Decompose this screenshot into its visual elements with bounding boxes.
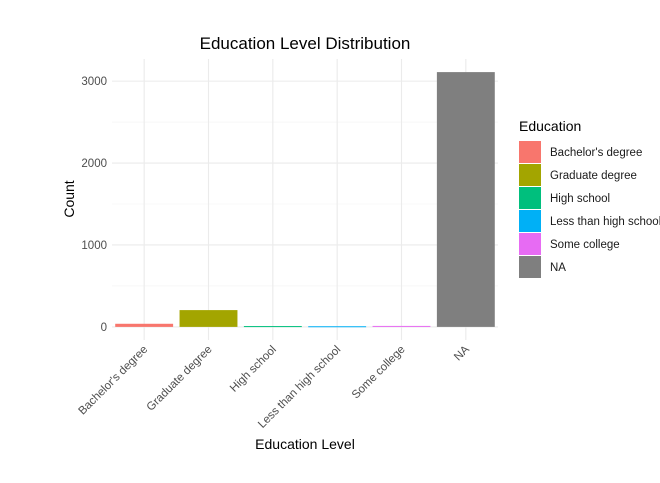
legend: Education Bachelor's degree Graduate degr… xyxy=(519,118,660,278)
legend-label: Some college xyxy=(550,239,620,251)
bar-bachelor-s-degree xyxy=(115,323,174,327)
legend-key xyxy=(519,141,541,163)
legend-key xyxy=(519,256,541,278)
y-tick-label: 1000 xyxy=(81,240,107,252)
bar-high-school xyxy=(243,326,302,328)
x-tick-label: Graduate degree xyxy=(145,344,215,414)
legend-label: Graduate degree xyxy=(550,170,637,182)
x-tick-label: NA xyxy=(452,343,472,363)
legend-key xyxy=(519,210,541,232)
legend-key xyxy=(519,164,541,186)
legend-label: High school xyxy=(550,193,610,205)
legend-label: Bachelor's degree xyxy=(550,147,642,159)
y-axis-title: Count xyxy=(61,180,77,217)
bars xyxy=(115,72,495,328)
x-tick-label: High school xyxy=(228,344,279,395)
chart-title: Education Level Distribution xyxy=(200,34,411,53)
x-tick-label: Some college xyxy=(350,344,408,402)
bar-less-than-high-school xyxy=(308,326,367,328)
bar-na xyxy=(436,72,495,327)
legend-label: Less than high school xyxy=(550,216,660,228)
x-axis-title: Education Level xyxy=(255,436,355,452)
y-tick-label: 3000 xyxy=(81,76,107,88)
legend-key xyxy=(519,233,541,255)
y-tick-label: 2000 xyxy=(81,158,107,170)
y-tick-label: 0 xyxy=(101,322,107,334)
bar-some-college xyxy=(372,325,431,327)
legend-title: Education xyxy=(519,118,581,134)
legend-key xyxy=(519,187,541,209)
legend-label: NA xyxy=(550,262,566,274)
bar-graduate-degree xyxy=(179,310,238,327)
y-axis-ticks: 0 1000 2000 3000 xyxy=(81,76,107,334)
x-tick-label: Bachelor's degree xyxy=(77,344,151,418)
